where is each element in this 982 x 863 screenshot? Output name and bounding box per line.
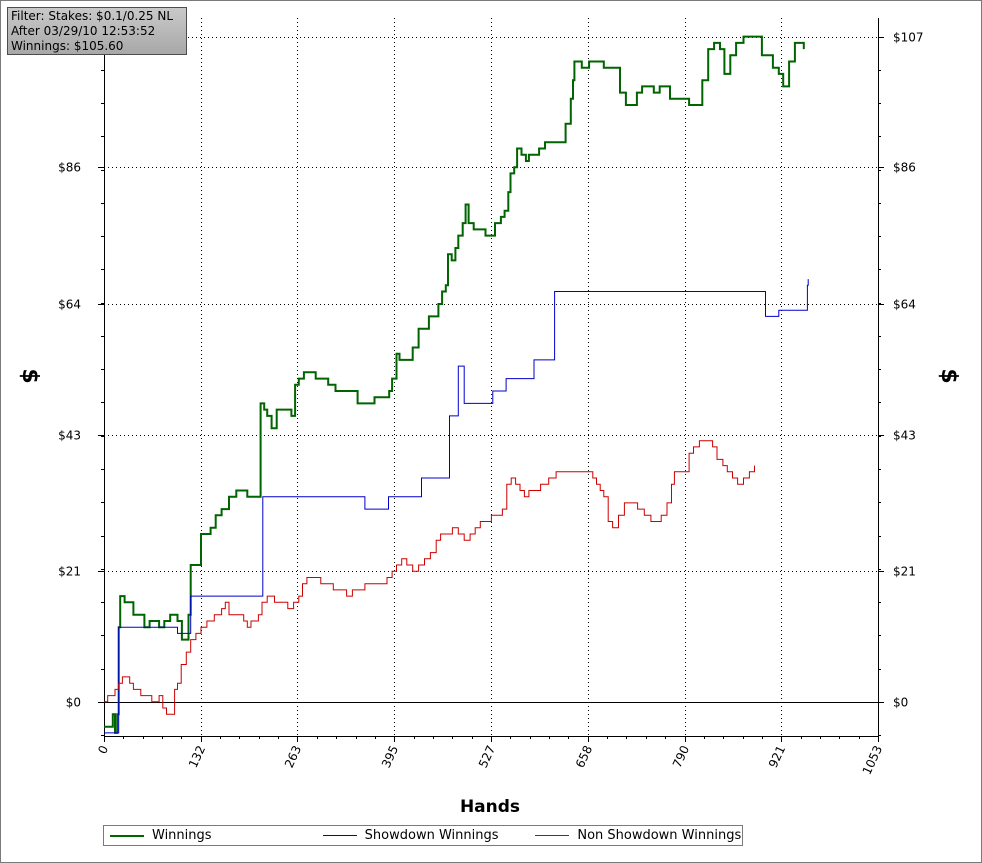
legend-swatch-showdown: [322, 835, 357, 836]
y-tick-label-right: $0: [893, 696, 908, 710]
x-tick-label: 132: [186, 743, 208, 770]
series-line-winnings: [104, 35, 805, 734]
y-tick-label-left: $0: [66, 696, 81, 710]
legend-swatch-non-showdown: [535, 835, 570, 836]
x-tick-label: 1053: [860, 743, 886, 777]
x-tick-label: 0: [95, 743, 111, 756]
filter-text: Filter: Stakes: $0.1/0.25 NL: [11, 9, 174, 23]
y-tick-label-right: $107: [893, 31, 924, 45]
legend-label-winnings: Winnings: [152, 828, 212, 843]
x-tick-label: 263: [282, 743, 304, 770]
filter-info-box: Filter: Stakes: $0.1/0.25 NL After 03/29…: [7, 7, 187, 55]
y-axis-title-left: $: [17, 368, 42, 383]
y-tick-label-left: $21: [58, 565, 81, 579]
axis-layer: $0$0$21$21$43$43$64$64$86$86$107$1070132…: [50, 18, 924, 777]
series-line-showdown: [104, 279, 809, 734]
x-axis-title: Hands: [460, 797, 520, 817]
y-tick-label-right: $43: [893, 429, 916, 443]
after-date-text: After 03/29/10 12:53:52: [11, 24, 156, 38]
y-tick-label-right: $64: [893, 298, 916, 312]
x-tick-label: 395: [379, 743, 401, 770]
y-tick-label-left: $43: [58, 429, 81, 443]
legend-item-showdown: Showdown Winnings: [317, 828, 530, 843]
legend-label-non-showdown: Non Showdown Winnings: [577, 828, 742, 843]
series-line-non-showdown: [104, 440, 755, 715]
legend-label-showdown: Showdown Winnings: [364, 828, 499, 843]
x-tick-label: 790: [670, 743, 692, 770]
y-tick-label-right: $86: [893, 161, 916, 175]
y-tick-label-right: $21: [893, 565, 916, 579]
legend-swatch-winnings: [110, 834, 144, 837]
legend-item-non-showdown: Non Showdown Winnings: [529, 828, 742, 843]
series-layer: [104, 35, 809, 734]
y-tick-label-left: $86: [58, 161, 81, 175]
chart-legend: Winnings Showdown Winnings Non Showdown …: [103, 825, 743, 846]
y-axis-title-right: $: [936, 368, 961, 383]
winnings-total-text: Winnings: $105.60: [11, 39, 124, 53]
x-tick-label: 527: [476, 743, 498, 770]
grid-layer: [104, 18, 878, 736]
legend-item-winnings: Winnings: [104, 828, 317, 843]
x-tick-label: 921: [766, 743, 788, 770]
y-tick-label-left: $64: [58, 298, 81, 312]
x-tick-label: 658: [573, 743, 595, 770]
